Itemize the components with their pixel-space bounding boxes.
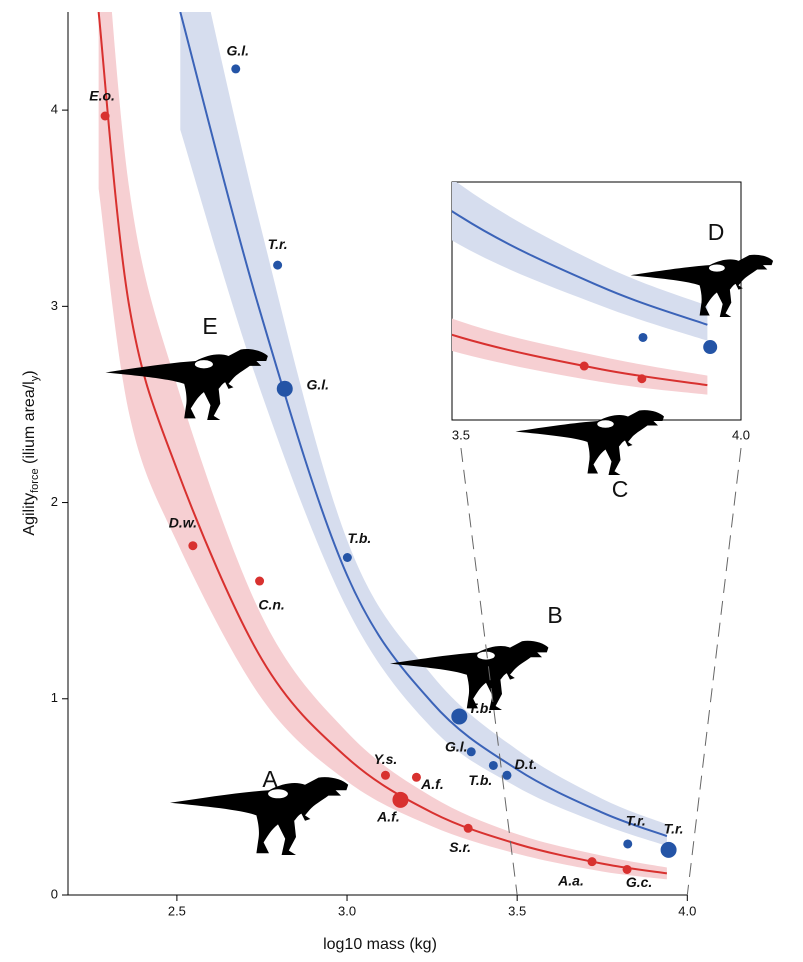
zoom-guide <box>460 447 518 896</box>
data-point <box>411 772 421 782</box>
point-label: G.l. <box>306 376 329 392</box>
inset-tick-label: 4.0 <box>732 427 750 442</box>
fit-curve <box>452 333 708 387</box>
y-tick-label: 1 <box>51 690 58 705</box>
data-point <box>463 823 473 833</box>
data-point <box>660 841 677 858</box>
fit-curve <box>452 210 708 326</box>
confidence-band <box>180 12 667 846</box>
point-label: A.f. <box>376 809 400 825</box>
y-axis-label: Agilityforce (ilium area/ly) <box>21 370 41 535</box>
point-label: D.w. <box>169 514 197 530</box>
point-label: T.b. <box>347 530 371 546</box>
point-label: G.l. <box>445 738 468 754</box>
data-point <box>276 380 293 397</box>
x-axis-label: log10 mass (kg) <box>323 936 437 953</box>
panel-letter: D <box>708 219 725 245</box>
data-point <box>587 857 597 867</box>
data-point <box>466 747 476 757</box>
inset-point <box>703 340 718 355</box>
data-point <box>231 64 241 74</box>
panel-letter: E <box>202 313 217 339</box>
inset-data <box>452 182 718 395</box>
data-point <box>273 260 283 270</box>
inset-point <box>637 374 647 384</box>
inset-tick-label: 3.5 <box>452 427 470 442</box>
y-tick-label: 3 <box>51 298 58 313</box>
point-label: Y.s. <box>374 751 398 767</box>
point-label: T.r. <box>664 821 684 837</box>
data-point <box>255 576 265 586</box>
y-tick-label: 0 <box>51 886 58 901</box>
data-point <box>100 111 110 121</box>
panel-letter: A <box>262 766 278 792</box>
point-label: C.n. <box>258 597 284 613</box>
panel-letter: C <box>612 476 629 502</box>
x-tick-label: 4.0 <box>678 903 696 918</box>
data-point <box>342 552 352 562</box>
zoom-guide <box>686 447 742 896</box>
point-label: D.t. <box>515 756 538 772</box>
data-point <box>488 760 498 770</box>
inset-point <box>638 332 648 342</box>
point-label: A.a. <box>557 872 584 888</box>
dinosaur-silhouette <box>170 777 349 855</box>
inset-point <box>579 361 589 371</box>
y-tick-label: 2 <box>51 494 58 509</box>
point-label: T.r. <box>268 236 288 252</box>
x-tick-label: 3.0 <box>338 903 356 918</box>
x-tick-label: 3.5 <box>508 903 526 918</box>
point-label: E.o. <box>89 88 115 104</box>
data-point <box>622 864 632 874</box>
panel-letter: B <box>547 602 562 628</box>
point-label: T.r. <box>626 813 646 829</box>
point-label: A.f. <box>420 776 444 792</box>
data-point <box>623 839 633 849</box>
point-label: G.c. <box>626 874 652 890</box>
data-point <box>188 541 198 551</box>
fit-curve <box>97 12 668 875</box>
fit-curve <box>179 12 668 838</box>
data-point <box>451 708 468 725</box>
data-point <box>392 791 409 808</box>
point-label: G.l. <box>226 43 249 59</box>
main-data <box>97 12 677 880</box>
confidence-band <box>98 12 667 880</box>
data-point <box>380 770 390 780</box>
point-label: S.r. <box>449 839 471 855</box>
point-label: T.b. <box>468 772 492 788</box>
inset <box>451 181 742 421</box>
data-point <box>502 770 512 780</box>
confidence-band <box>452 182 708 341</box>
x-tick-label: 2.5 <box>168 903 186 918</box>
y-tick-label: 4 <box>51 102 58 117</box>
plot-area <box>97 12 677 880</box>
